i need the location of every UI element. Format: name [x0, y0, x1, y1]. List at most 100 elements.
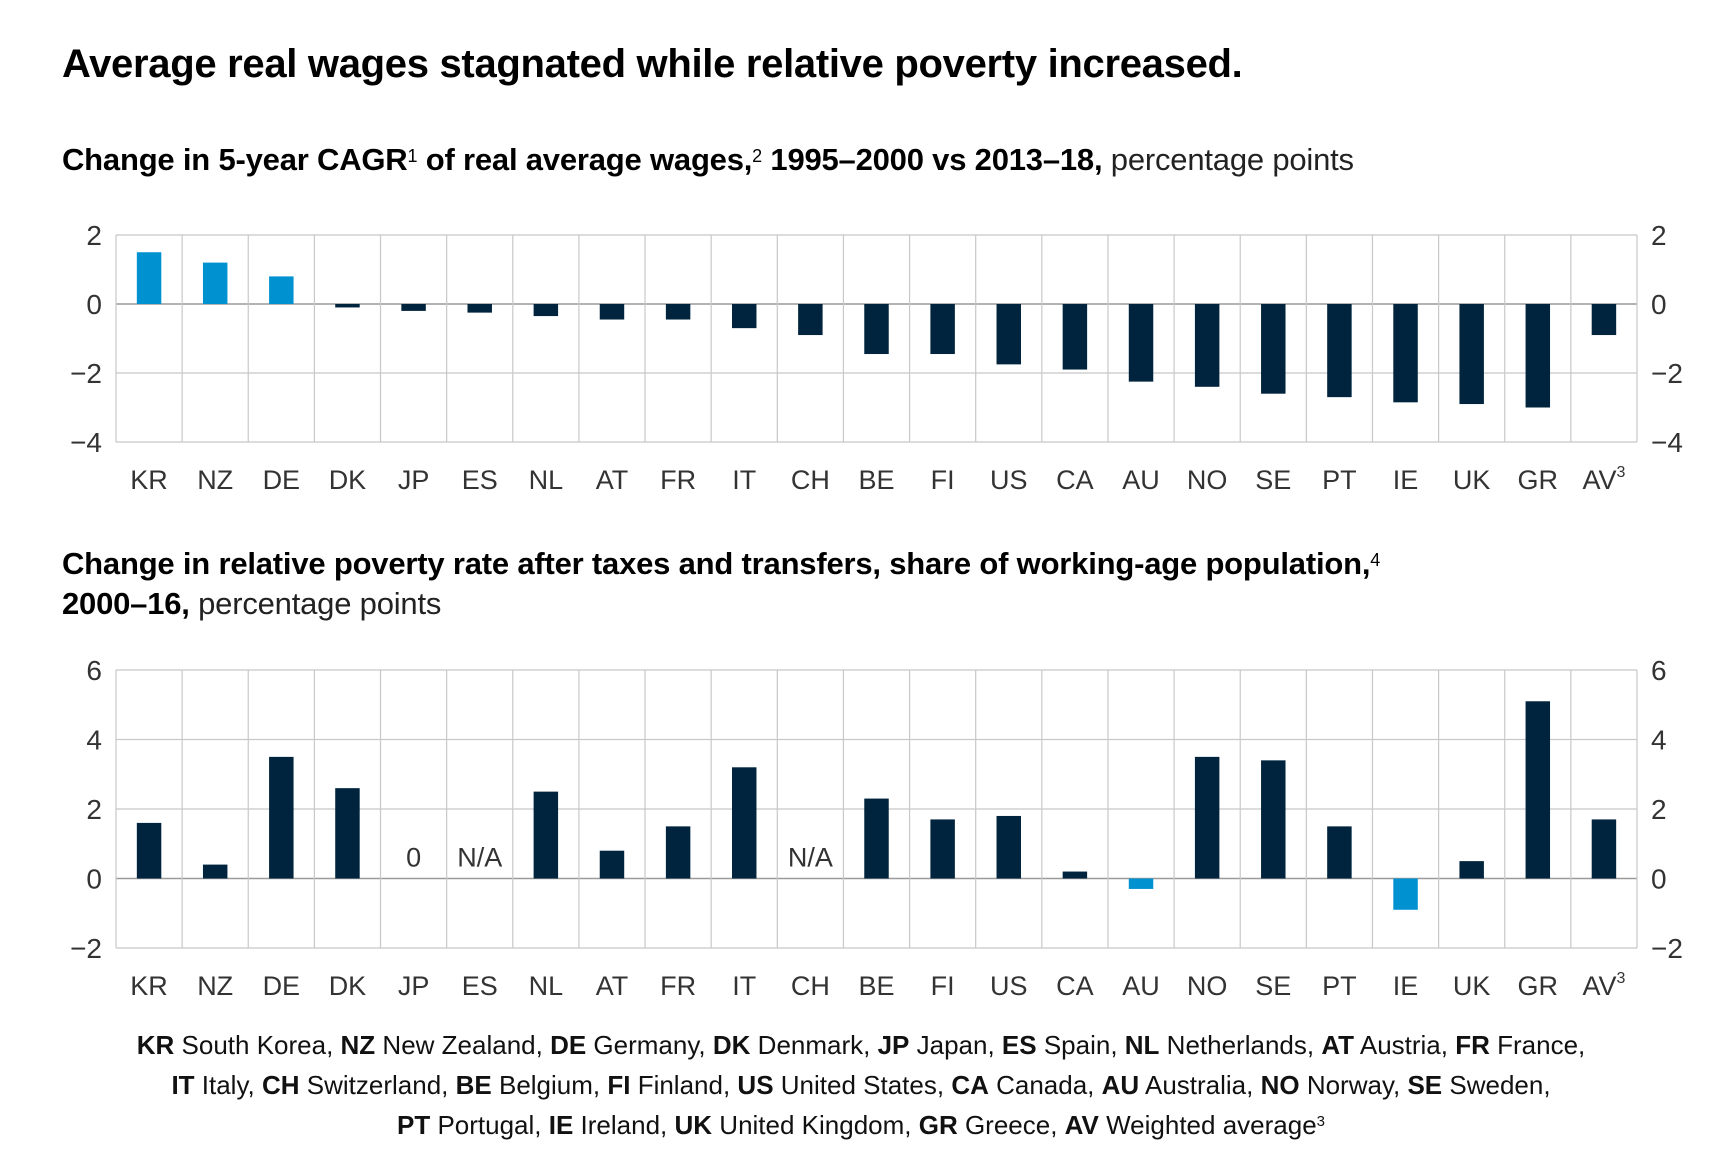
bar-dk: [335, 788, 360, 879]
legend-country-name: Italy,: [194, 1070, 262, 1100]
bar-uk: [1459, 304, 1484, 405]
x-tick-label-pt: PT: [1322, 971, 1357, 1001]
bar-fi: [930, 304, 955, 355]
chart1-subtitle-unit: percentage points: [1102, 142, 1354, 177]
x-tick-label-de: DE: [263, 971, 301, 1001]
legend-country-name: United States,: [773, 1070, 952, 1100]
legend-code-gr: GR: [918, 1110, 958, 1140]
country-legend-footnote: KR South Korea, NZ New Zealand, DE Germa…: [0, 1025, 1722, 1145]
legend-code-fr: FR: [1455, 1030, 1490, 1060]
legend-code-pt: PT: [397, 1110, 431, 1140]
x-tick-superscript: 3: [1616, 970, 1625, 987]
legend-country-name: Spain,: [1036, 1030, 1125, 1060]
bar-gr: [1525, 304, 1551, 408]
y-tick-label-left: −2: [70, 933, 102, 964]
legend-country-name: Netherlands,: [1159, 1030, 1322, 1060]
bar-se: [1261, 304, 1286, 394]
bar-au: [1128, 878, 1154, 889]
legend-country-name: Austria,: [1354, 1030, 1456, 1060]
legend-code-nl: NL: [1124, 1030, 1160, 1060]
legend-code-ca: CA: [951, 1070, 989, 1100]
x-tick-label-nl: NL: [529, 971, 564, 1001]
bar-nl: [533, 304, 559, 317]
bar-it: [732, 767, 757, 879]
legend-country-name: Ireland,: [573, 1110, 675, 1140]
legend-country-name: Germany,: [586, 1030, 713, 1060]
x-tick-label-uk: UK: [1453, 971, 1491, 1001]
chart1-subtitle-bold-3: 1995–2000 vs 2013–18,: [761, 142, 1103, 177]
x-tick-label-no: NO: [1187, 971, 1228, 1001]
x-tick-label-at: AT: [596, 971, 629, 1001]
legend-code-jp: JP: [877, 1030, 910, 1060]
bar-ca: [1062, 304, 1088, 370]
x-tick-label-us: US: [990, 971, 1028, 1001]
bar-kr: [136, 252, 162, 304]
bar-fr: [665, 826, 691, 879]
bar-de: [269, 756, 294, 879]
y-tick-label-right: 4: [1651, 725, 1667, 756]
y-tick-label-left: 2: [86, 794, 102, 825]
y-tick-label-right: 2: [1651, 794, 1667, 825]
x-tick-label-av: AV3: [1582, 970, 1625, 1001]
bar-pt: [1327, 826, 1352, 879]
bar-av: [1591, 819, 1617, 879]
bar-nl: [533, 791, 559, 879]
bar-ca: [1062, 871, 1088, 879]
x-tick-label-fi: FI: [931, 465, 955, 495]
legend-code-se: SE: [1407, 1070, 1443, 1100]
y-tick-label-left: −2: [70, 358, 102, 389]
bar-it: [732, 304, 757, 329]
legend-country-name: Portugal,: [430, 1110, 549, 1140]
bar-us: [996, 304, 1021, 365]
x-tick-label-be: BE: [858, 465, 894, 495]
bar-be: [864, 304, 889, 355]
x-tick-label-ch: CH: [791, 971, 830, 1001]
x-tick-label-av: AV3: [1582, 464, 1625, 495]
x-tick-label-nz: NZ: [197, 465, 233, 495]
legend-line: PT Portugal, IE Ireland, UK United Kingd…: [0, 1105, 1722, 1145]
legend-line: KR South Korea, NZ New Zealand, DE Germa…: [0, 1025, 1722, 1065]
x-tick-label-it: IT: [732, 971, 756, 1001]
y-tick-label-left: 6: [86, 655, 102, 686]
x-tick-label-us: US: [990, 465, 1028, 495]
x-tick-label-uk: UK: [1453, 465, 1491, 495]
y-tick-label-right: 0: [1651, 289, 1667, 320]
legend-code-dk: DK: [712, 1030, 751, 1060]
chart2-subtitle-bold: Change in relative poverty rate after ta…: [62, 546, 1371, 581]
bar-ie: [1393, 878, 1418, 910]
chart2-subtitle-bold-2: 2000–16,: [62, 586, 190, 621]
legend-code-us: US: [737, 1070, 774, 1100]
x-tick-label-jp: JP: [398, 971, 430, 1001]
bar-at: [599, 304, 625, 320]
bar-nz: [202, 864, 228, 879]
x-tick-superscript: 3: [1616, 464, 1625, 481]
footnote-ref-2: 2: [752, 146, 762, 166]
legend-code-ie: IE: [548, 1110, 574, 1140]
bar-us: [996, 815, 1021, 879]
legend-country-name: South Korea,: [174, 1030, 341, 1060]
legend-country-name: New Zealand,: [375, 1030, 551, 1060]
bar-kr: [136, 822, 162, 879]
y-tick-label-right: −2: [1651, 358, 1683, 389]
x-tick-label-kr: KR: [130, 971, 168, 1001]
chart2-subtitle-unit: percentage points: [189, 586, 442, 621]
x-tick-label-gr: GR: [1518, 465, 1559, 495]
y-tick-label-right: 0: [1651, 864, 1667, 895]
y-tick-label-left: −4: [70, 427, 102, 458]
bar-nz: [202, 262, 228, 304]
legend-country-name: Sweden,: [1442, 1070, 1551, 1100]
bar-jp: [401, 304, 426, 311]
x-tick-label-nz: NZ: [197, 971, 233, 1001]
legend-code-be: BE: [455, 1070, 492, 1100]
x-tick-label-pt: PT: [1322, 465, 1357, 495]
footnote-ref-4: 4: [1370, 550, 1381, 570]
legend-code-fi: FI: [607, 1070, 631, 1100]
legend-country-name: Greece,: [957, 1110, 1065, 1140]
bar-av: [1591, 304, 1617, 336]
x-tick-label-nl: NL: [529, 465, 564, 495]
x-tick-label-gr: GR: [1518, 971, 1559, 1001]
legend-code-de: DE: [550, 1030, 587, 1060]
x-tick-label-be: BE: [858, 971, 894, 1001]
x-tick-label-ch: CH: [791, 465, 830, 495]
x-tick-label-es: ES: [462, 971, 498, 1001]
